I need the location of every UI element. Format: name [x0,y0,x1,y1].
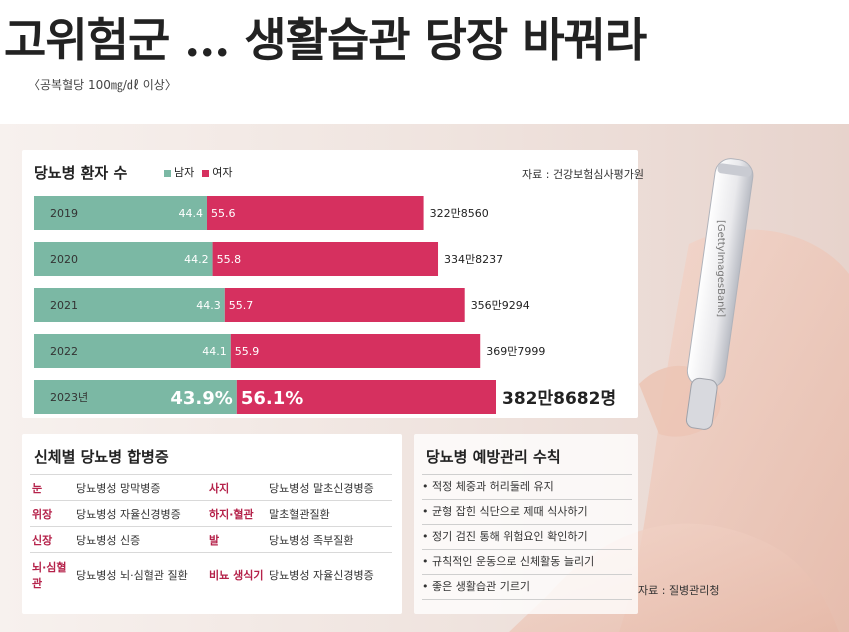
legend-male-label: 남자 [174,166,195,179]
complications-table: 눈 당뇨병성 망막병증 사지 당뇨병성 말초신경병증 위장 당뇨병성 자율신경병… [30,474,392,597]
chart-source: 자료 : 건강보험심사평가원 [522,168,645,181]
data-label-male: 44.1 [202,345,227,358]
body-part: 발 [207,526,268,553]
prevention-list: • 적정 체중과 허리둘레 유지 • 균형 잡힌 식단으로 제때 식사하기 • … [422,474,632,600]
category-label: 2023년 [50,391,88,404]
complication: 당뇨병성 망막병증 [74,474,208,501]
category-label: 2022 [50,345,78,358]
body-part: 위장 [30,500,74,527]
complications-card: 신체별 당뇨병 합병증 눈 당뇨병성 망막병증 사지 당뇨병성 말초신경병증 위… [22,434,402,614]
body-part: 사지 [207,474,268,501]
chart-legend: 남자 여자 [164,164,233,180]
legend-male: 남자 [164,164,194,180]
bar-male [34,380,237,414]
bar-female [230,334,481,368]
bar-female [206,196,424,230]
chart-card: 당뇨병 환자 수 남자 여자 자료 : 건강보험심사평가원 2019 44.4 55… [22,150,644,418]
table-row: 뇌·심혈관 당뇨병성 뇌·심혈관 질환 비뇨 생식기 당뇨병성 자율신경병증 [30,552,392,597]
data-label-female: 55.9 [235,345,260,358]
body-part: 신장 [30,526,74,553]
bar-male [34,242,213,276]
watermark: [GettyImagesBank] [715,220,726,318]
bar-male [34,196,207,230]
data-label-female: 55.8 [217,253,242,266]
complication: 말초혈관질환 [267,500,392,527]
bar-female [212,242,439,276]
complication: 당뇨병성 자율신경병증 [267,552,392,597]
list-item: • 균형 잡힌 식단으로 제때 식사하기 [422,499,632,524]
body-part: 뇌·심혈관 [30,552,74,597]
bar-male [34,288,225,322]
list-item: • 정기 검진 통해 위험요인 확인하기 [422,524,632,549]
complication: 당뇨병성 자율신경병증 [74,500,208,527]
body-part: 눈 [30,474,74,501]
complications-title: 신체별 당뇨병 합병증 [34,448,169,466]
category-label: 2019 [50,207,78,220]
prevention-source: 자료 : 질병관리청 [638,584,720,597]
total-label: 322만8560 [430,207,489,220]
total-label: 382만8682명 [502,389,616,409]
list-item: • 좋은 생활습관 기르기 [422,574,632,600]
headline: 고위험군 … 생활습관 당장 바꿔라 [4,13,647,67]
data-label-male: 43.9% [170,388,232,409]
data-label-female: 56.1% [241,388,303,409]
list-item: • 적정 체중과 허리둘레 유지 [422,474,632,499]
table-row: 신장 당뇨병성 신증 발 당뇨병성 족부질환 [30,526,392,553]
total-label: 369만7999 [486,345,545,358]
list-item: • 규칙적인 운동으로 신체활동 늘리기 [422,549,632,574]
data-label-female: 55.7 [229,299,254,312]
body-part: 비뇨 생식기 [207,552,268,597]
data-label-female: 55.6 [211,207,236,220]
category-label: 2021 [50,299,78,312]
table-row: 눈 당뇨병성 망막병증 사지 당뇨병성 말초신경병증 [30,474,392,501]
infographic-panel: [GettyImagesBank] 당뇨병 환자 수 남자 여자 자료 : 건강… [0,124,849,632]
complication: 당뇨병성 말초신경병증 [267,474,392,501]
legend-female-label: 여자 [212,166,233,179]
prevention-title: 당뇨병 예방관리 수칙 [426,448,561,466]
bar-female [224,288,465,322]
chart-title: 당뇨병 환자 수 [34,164,128,182]
bar-male [34,334,231,368]
body-part: 하지·혈관 [207,500,268,527]
complication: 당뇨병성 뇌·심혈관 질환 [74,552,208,597]
table-row: 위장 당뇨병성 자율신경병증 하지·혈관 말초혈관질환 [30,500,392,527]
data-label-male: 44.2 [184,253,209,266]
complication: 당뇨병성 신증 [74,526,208,553]
legend-female: 여자 [202,164,233,180]
bar-female [236,380,496,414]
data-label-male: 44.4 [178,207,203,220]
total-label: 334만8237 [444,253,503,266]
category-label: 2020 [50,253,78,266]
stacked-bar-chart: 2019 44.4 55.6 322만8560 2020 44.2 55.8 334만8237… [34,196,616,414]
total-label: 356만9294 [471,299,530,312]
subline: 〈공복혈당 100㎎/㎗ 이상〉 [28,78,177,92]
data-label-male: 44.3 [196,299,221,312]
prevention-card: 당뇨병 예방관리 수칙 • 적정 체중과 허리둘레 유지 • 균형 잡힌 식단으… [414,434,720,614]
complication: 당뇨병성 족부질환 [267,526,392,553]
